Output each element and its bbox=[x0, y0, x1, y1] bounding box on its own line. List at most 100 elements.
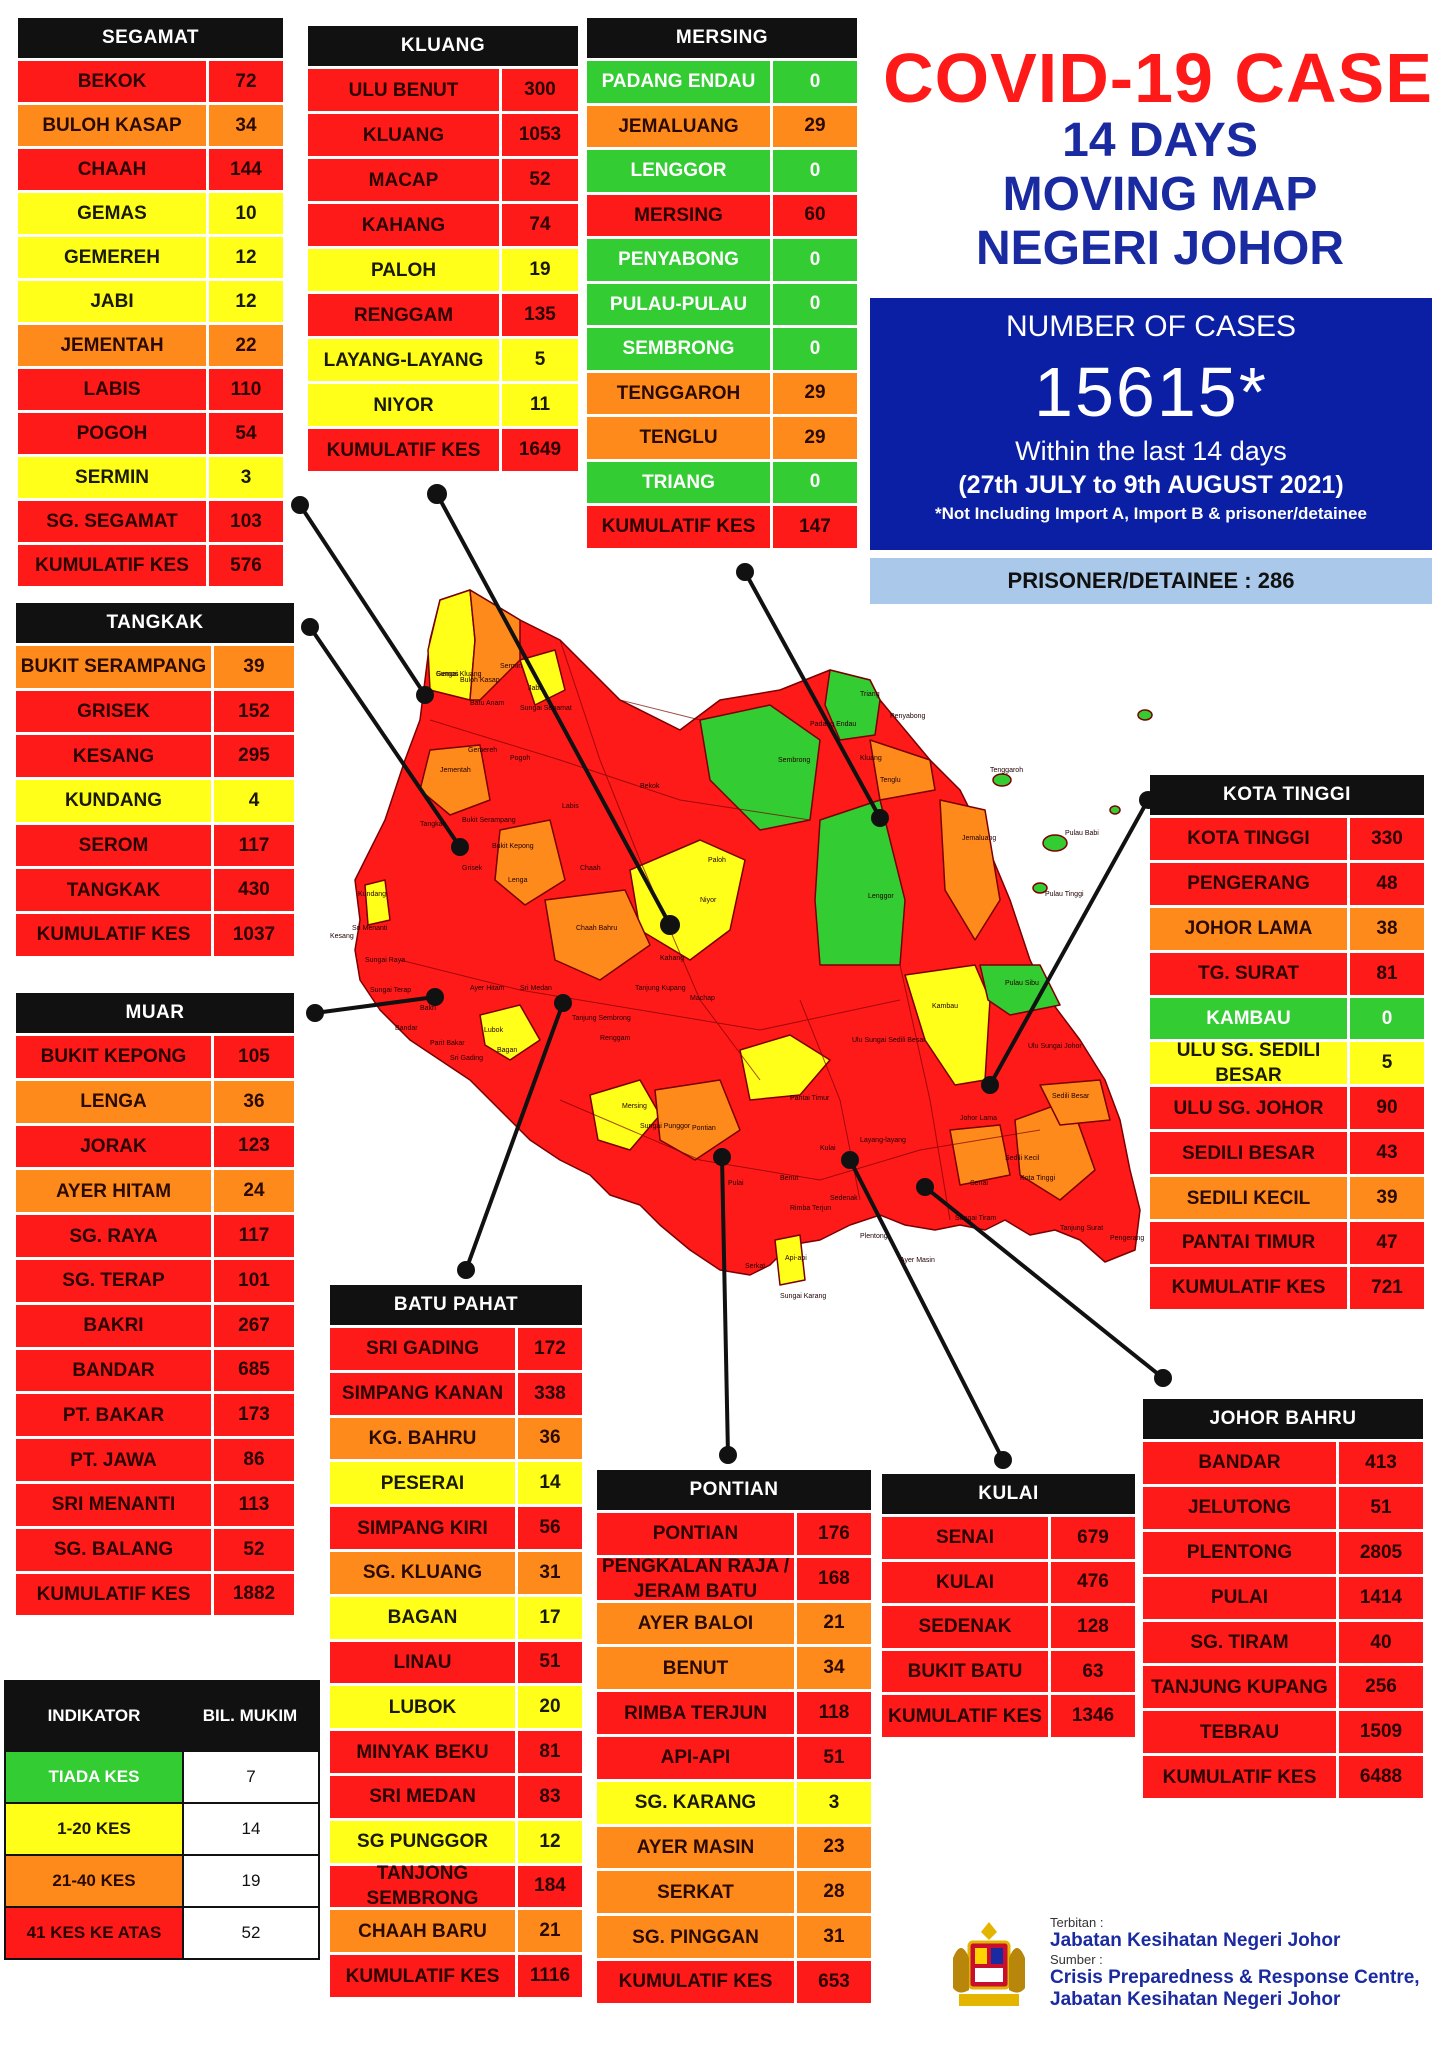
prisoner-count: PRISONER/DETAINEE : 286 bbox=[870, 558, 1432, 604]
mukim-case-count: 105 bbox=[211, 1036, 294, 1078]
mukim-name: JORAK bbox=[80, 1135, 147, 1157]
table-row: PULAI 1414 bbox=[1143, 1573, 1423, 1619]
mukim-name: BEKOK bbox=[77, 71, 147, 92]
map-region-punggor bbox=[589, 1079, 661, 1151]
table-row: SG. PINGGAN 31 bbox=[597, 1913, 871, 1958]
mukim-case-count: 19 bbox=[499, 249, 578, 291]
table-row: SG PUNGGOR 12 bbox=[330, 1817, 582, 1863]
table-row: BUKIT BATU 63 bbox=[882, 1647, 1135, 1693]
mukim-name: KUMULATIF KES bbox=[1162, 1766, 1317, 1788]
map-place-label: Tangkak bbox=[420, 821, 447, 828]
table-row: PT. JAWA 86 bbox=[16, 1436, 294, 1481]
mukim-case-count: 430 bbox=[211, 869, 294, 912]
mukim-case-count: 330 bbox=[1347, 818, 1424, 860]
map-place-label: Benut bbox=[780, 1175, 798, 1182]
cases-period: Within the last 14 days bbox=[1015, 436, 1287, 466]
table-row: SIMPANG KIRI 56 bbox=[330, 1504, 582, 1549]
mukim-name: KUNDANG bbox=[64, 790, 163, 812]
mukim-case-count: 0 bbox=[1347, 997, 1424, 1040]
leader-kluang-dot-b bbox=[660, 915, 680, 935]
map-island-east bbox=[1109, 805, 1121, 815]
district-header-kluang: KLUANG bbox=[308, 26, 578, 66]
map-place-label: Pogoh bbox=[510, 755, 530, 762]
mukim-name: SG. BALANG bbox=[53, 1539, 174, 1561]
leader-pontian-dot-a bbox=[719, 1446, 737, 1464]
leader-johor-bahru-dot-b bbox=[916, 1178, 934, 1196]
legend-header-count: BIL. MUKIM bbox=[202, 1706, 298, 1725]
table-row: KUMULATIF KES 1116 bbox=[330, 1952, 582, 1997]
district-header-kulai: KULAI bbox=[882, 1474, 1135, 1514]
leader-muar-dot-b bbox=[426, 988, 444, 1006]
table-row: PULAU-PULAU 0 bbox=[587, 280, 857, 325]
mukim-case-count: 74 bbox=[499, 204, 578, 246]
map-place-label: Ayer Masin bbox=[900, 1257, 935, 1264]
crest-icon bbox=[953, 1922, 1025, 2006]
mukim-case-count: 256 bbox=[1336, 1666, 1423, 1709]
mukim-case-count: 135 bbox=[499, 294, 578, 336]
mukim-name: TEBRAU bbox=[1199, 1721, 1280, 1743]
mukim-case-count: 128 bbox=[1048, 1606, 1135, 1648]
table-row: CHAAH BARU 21 bbox=[330, 1907, 582, 1953]
mukim-name: KUMULATIF KES bbox=[326, 439, 481, 461]
table-row: AYER BALOI 21 bbox=[597, 1599, 871, 1645]
mukim-name: AYER MASIN bbox=[636, 1836, 755, 1858]
mukim-name: KESANG bbox=[72, 745, 155, 767]
table-row: SRI MENANTI 113 bbox=[16, 1480, 294, 1526]
map-place-label: Sungai Punggor bbox=[640, 1123, 691, 1130]
mukim-case-count: 21 bbox=[515, 1910, 582, 1953]
mukim-name: PULAI bbox=[1211, 1587, 1268, 1609]
map-place-label: Labis bbox=[562, 803, 579, 810]
subtitle-days: 14 DAYS bbox=[1062, 114, 1258, 167]
leader-tangkak-dot-b bbox=[451, 838, 469, 856]
mukim-case-count: 21 bbox=[794, 1602, 871, 1645]
map-region-buloh-kasap bbox=[469, 589, 521, 701]
mukim-name: SIMPANG KIRI bbox=[357, 1517, 488, 1539]
footer-terbitan-label: Terbitan : bbox=[1050, 1915, 1104, 1930]
mukim-name: LENGGOR bbox=[630, 160, 727, 182]
map-place-label: Gemereh bbox=[468, 747, 497, 754]
mukim-name: SEDILI KECIL bbox=[1186, 1187, 1311, 1209]
mukim-case-count: 1037 bbox=[211, 914, 294, 956]
jata-emblem bbox=[945, 1918, 1033, 2018]
table-row: JEMALUANG 29 bbox=[587, 102, 857, 147]
leader-segamat-dot-b bbox=[416, 686, 434, 704]
map-place-label: Mersing bbox=[622, 1103, 647, 1110]
map-region-lenga bbox=[494, 819, 566, 906]
mukim-case-count: 4 bbox=[211, 780, 294, 822]
table-row: PENYABONG 0 bbox=[587, 236, 857, 281]
map-place-label: Sedili Besar bbox=[1052, 1093, 1090, 1100]
map-place-label: Bagan bbox=[497, 1047, 517, 1054]
map-place-label: Kesang bbox=[330, 933, 354, 940]
mukim-case-count: 81 bbox=[1347, 952, 1424, 995]
footer-credits: Terbitan : Jabatan Kesihatan Negeri Joho… bbox=[1050, 1915, 1445, 2011]
mukim-case-count: 721 bbox=[1347, 1266, 1424, 1309]
mukim-case-count: 14 bbox=[515, 1462, 582, 1505]
map-place-label: Sungai Karang bbox=[780, 1293, 826, 1300]
mukim-name: ULU SG. SEDILI BESAR bbox=[1176, 1040, 1321, 1087]
mukim-case-count: 40 bbox=[1336, 1621, 1423, 1664]
mukim-case-count: 11 bbox=[499, 384, 578, 426]
mukim-name: SG. RAYA bbox=[69, 1225, 158, 1247]
mukim-name: JEMALUANG bbox=[618, 115, 739, 137]
table-row: POGOH 54 bbox=[18, 410, 283, 454]
mukim-case-count: 653 bbox=[794, 1960, 871, 2003]
mukim-name: SG. PINGGAN bbox=[632, 1926, 759, 1948]
mukim-name: POGOH bbox=[76, 423, 148, 444]
mukim-case-count: 476 bbox=[1048, 1561, 1135, 1604]
mukim-case-count: 20 bbox=[515, 1686, 582, 1729]
mukim-case-count: 1414 bbox=[1336, 1576, 1423, 1619]
mukim-name: BAKRI bbox=[83, 1315, 144, 1337]
mukim-case-count: 176 bbox=[794, 1513, 871, 1555]
table-row: TENGLU 29 bbox=[587, 414, 857, 459]
mukim-name: TANJONG SEMBRONG bbox=[366, 1863, 479, 1910]
table-tangkak: TANGKAK BUKIT SERAMPANG 39 GRISEK 152 KESANG 2… bbox=[16, 603, 294, 956]
table-row: ULU SG. SEDILI BESAR 5 bbox=[1150, 1039, 1424, 1087]
table-row: TRIANG 0 bbox=[587, 458, 857, 503]
map-place-label: Api-api bbox=[785, 1255, 807, 1262]
map-place-label: Kulai bbox=[820, 1145, 836, 1152]
mukim-name: GEMAS bbox=[77, 203, 147, 224]
table-row: KUMULATIF KES 721 bbox=[1150, 1263, 1424, 1309]
mukim-case-count: 2805 bbox=[1336, 1531, 1423, 1574]
leader-kulai bbox=[848, 1159, 1005, 1461]
table-row: KLUANG 1053 bbox=[308, 111, 578, 156]
